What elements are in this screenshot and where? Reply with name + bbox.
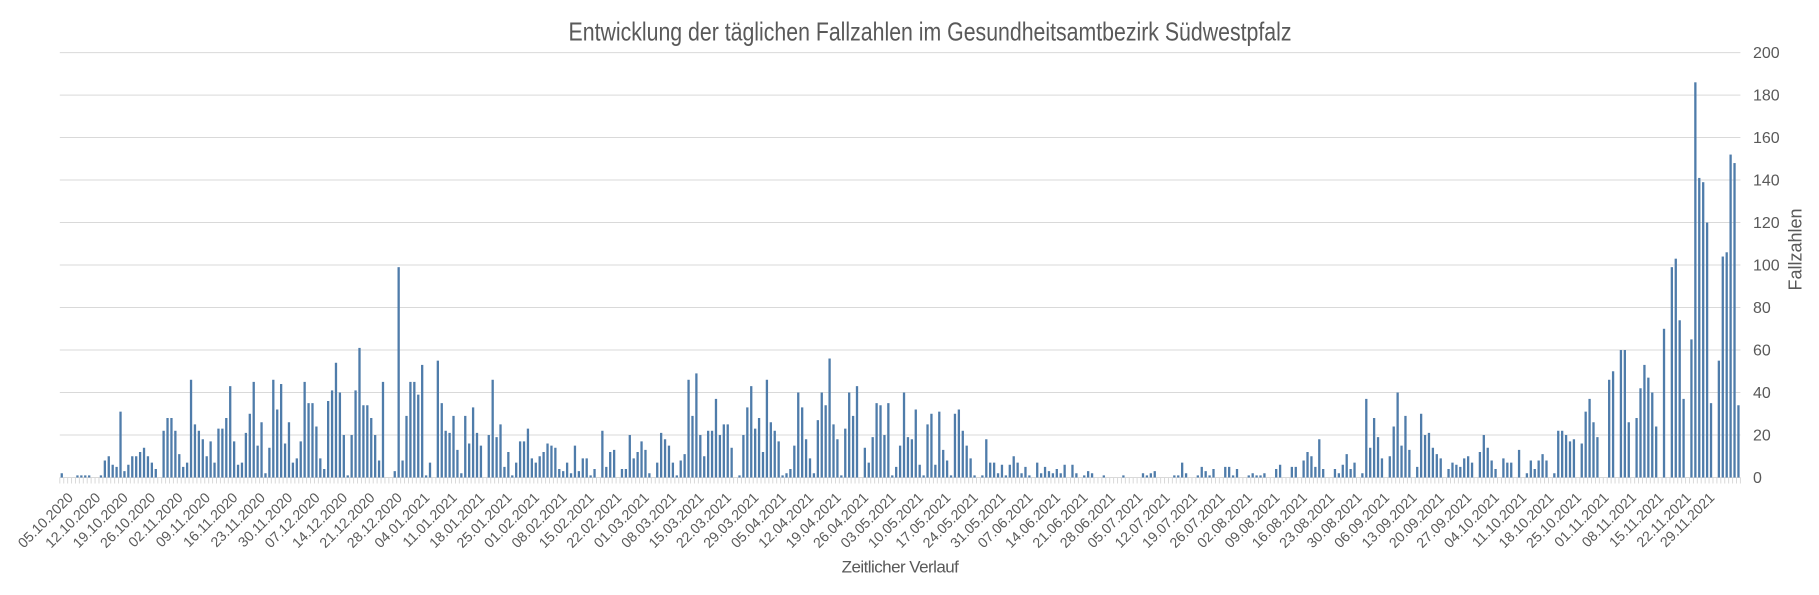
svg-text:Fallzahlen: Fallzahlen <box>1786 208 1806 290</box>
svg-text:120: 120 <box>1753 215 1780 232</box>
svg-text:Entwicklung der täglichen Fall: Entwicklung der täglichen Fallzahlen im … <box>569 18 1292 46</box>
svg-text:160: 160 <box>1753 130 1780 147</box>
svg-text:40: 40 <box>1753 385 1771 402</box>
svg-text:60: 60 <box>1753 343 1771 360</box>
svg-text:180: 180 <box>1753 88 1780 105</box>
svg-text:140: 140 <box>1753 173 1780 190</box>
svg-text:200: 200 <box>1753 45 1780 62</box>
svg-text:Zeitlicher Verlauf: Zeitlicher Verlauf <box>842 558 960 577</box>
svg-text:80: 80 <box>1753 300 1771 317</box>
svg-text:20: 20 <box>1753 428 1771 445</box>
svg-text:0: 0 <box>1753 470 1762 487</box>
svg-text:100: 100 <box>1753 258 1780 275</box>
